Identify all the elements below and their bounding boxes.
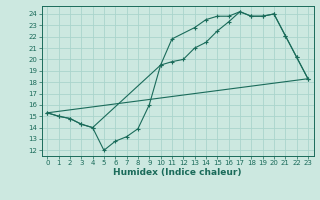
X-axis label: Humidex (Indice chaleur): Humidex (Indice chaleur) (113, 168, 242, 177)
